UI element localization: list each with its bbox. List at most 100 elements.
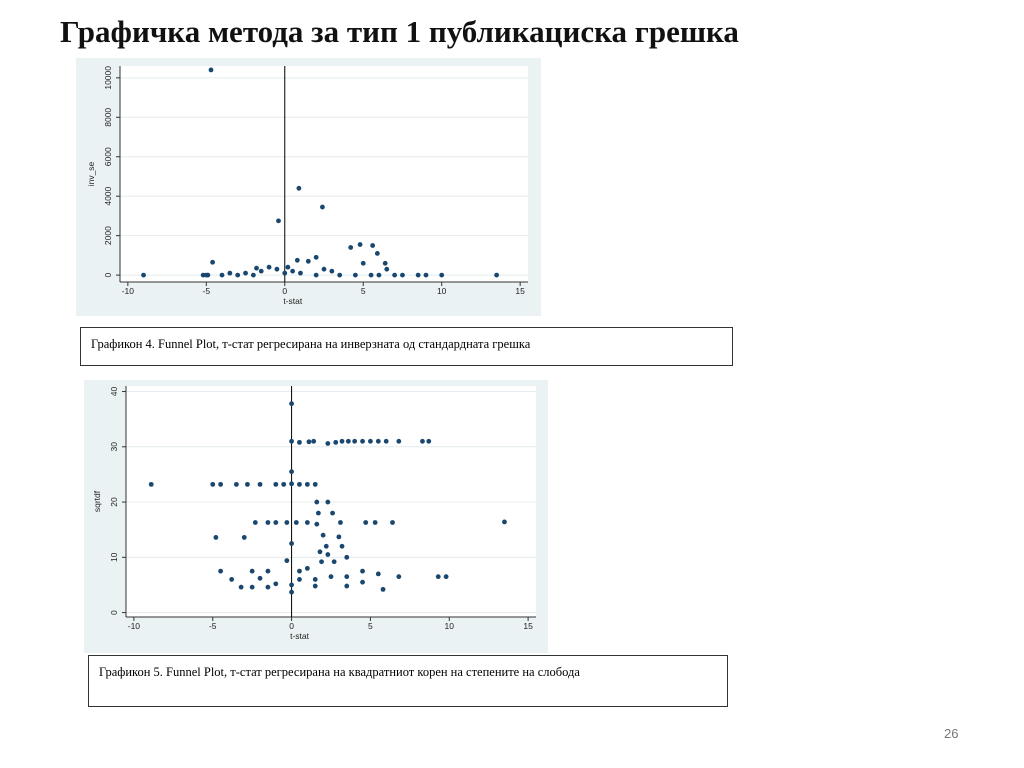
point xyxy=(289,469,294,475)
point xyxy=(289,589,294,595)
point xyxy=(375,438,381,444)
point xyxy=(294,257,300,263)
y-tick-label: 40 xyxy=(109,387,119,397)
point xyxy=(241,535,247,540)
point xyxy=(233,481,239,487)
point xyxy=(305,258,311,264)
point xyxy=(219,272,225,278)
y-axis-label: sqrtdf xyxy=(92,490,102,512)
point xyxy=(141,272,146,278)
point xyxy=(274,266,280,272)
x-tick-label: 5 xyxy=(368,621,373,631)
point xyxy=(380,586,386,592)
y-tick-label: 8000 xyxy=(103,108,113,127)
x-axis-label: t-stat xyxy=(290,631,310,641)
y-tick-label: 20 xyxy=(109,497,119,507)
point xyxy=(384,266,390,272)
point xyxy=(360,438,365,444)
point xyxy=(333,439,339,445)
point xyxy=(372,520,378,525)
plot-area xyxy=(126,386,536,617)
point xyxy=(276,218,281,224)
point xyxy=(293,520,299,525)
point xyxy=(329,268,335,274)
point xyxy=(314,521,320,527)
point xyxy=(311,438,317,444)
point xyxy=(331,559,337,565)
point xyxy=(376,272,382,278)
point xyxy=(210,481,216,487)
y-tick-label: 6000 xyxy=(103,147,113,166)
point xyxy=(374,250,380,256)
point xyxy=(304,520,310,525)
point xyxy=(368,438,373,444)
point xyxy=(383,438,389,444)
y-axis-label: inv_se xyxy=(86,161,96,186)
y-tick-label: 0 xyxy=(109,610,119,615)
point xyxy=(282,270,288,276)
point xyxy=(325,499,331,505)
page-number: 26 xyxy=(944,726,959,741)
y-tick-label: 30 xyxy=(109,442,119,452)
point xyxy=(375,571,381,577)
point xyxy=(250,272,256,278)
point xyxy=(339,438,345,444)
point xyxy=(382,260,388,266)
point xyxy=(254,265,259,271)
point xyxy=(352,438,358,444)
slide-title: Графичка метода за тип 1 публикациска гр… xyxy=(60,14,739,49)
point xyxy=(368,272,374,278)
point xyxy=(325,441,331,446)
point xyxy=(396,574,402,580)
point xyxy=(265,520,271,525)
point xyxy=(289,582,294,588)
point xyxy=(245,481,250,487)
point xyxy=(200,272,206,278)
x-tick-label: 0 xyxy=(289,621,294,631)
point xyxy=(443,574,449,580)
point xyxy=(314,499,320,505)
point xyxy=(257,575,263,581)
y-tick-label: 10000 xyxy=(103,66,113,90)
x-tick-label: 5 xyxy=(361,286,366,296)
point xyxy=(284,558,290,564)
point xyxy=(336,534,342,540)
x-tick-label: -5 xyxy=(209,621,217,631)
chart: 0 10 20 30 40 -10 -5 0 5 10 15 t-stat sqrtdf xyxy=(84,380,548,653)
point xyxy=(297,577,302,582)
point xyxy=(339,543,345,549)
point xyxy=(330,510,335,516)
point xyxy=(313,272,319,278)
point xyxy=(297,439,302,445)
point xyxy=(304,565,310,571)
point xyxy=(344,583,350,589)
point xyxy=(297,481,302,487)
point xyxy=(208,67,214,73)
point xyxy=(281,481,287,487)
y-tick-label: 0 xyxy=(103,272,113,277)
point xyxy=(312,583,318,589)
point xyxy=(370,243,376,248)
x-tick-label: 10 xyxy=(445,621,455,631)
point xyxy=(360,579,365,585)
point xyxy=(338,520,343,525)
point xyxy=(319,559,324,565)
point xyxy=(290,268,296,274)
point xyxy=(313,254,319,260)
point xyxy=(249,584,255,590)
point xyxy=(360,260,366,266)
point xyxy=(273,581,279,587)
point xyxy=(266,264,272,270)
point xyxy=(304,481,310,487)
point xyxy=(363,520,369,525)
point xyxy=(344,554,350,560)
point xyxy=(289,438,294,444)
point xyxy=(249,568,255,574)
point xyxy=(360,568,365,574)
point xyxy=(337,272,343,278)
point xyxy=(502,519,507,525)
point xyxy=(265,584,271,590)
point xyxy=(257,481,263,487)
point xyxy=(205,272,211,278)
point xyxy=(396,438,402,444)
